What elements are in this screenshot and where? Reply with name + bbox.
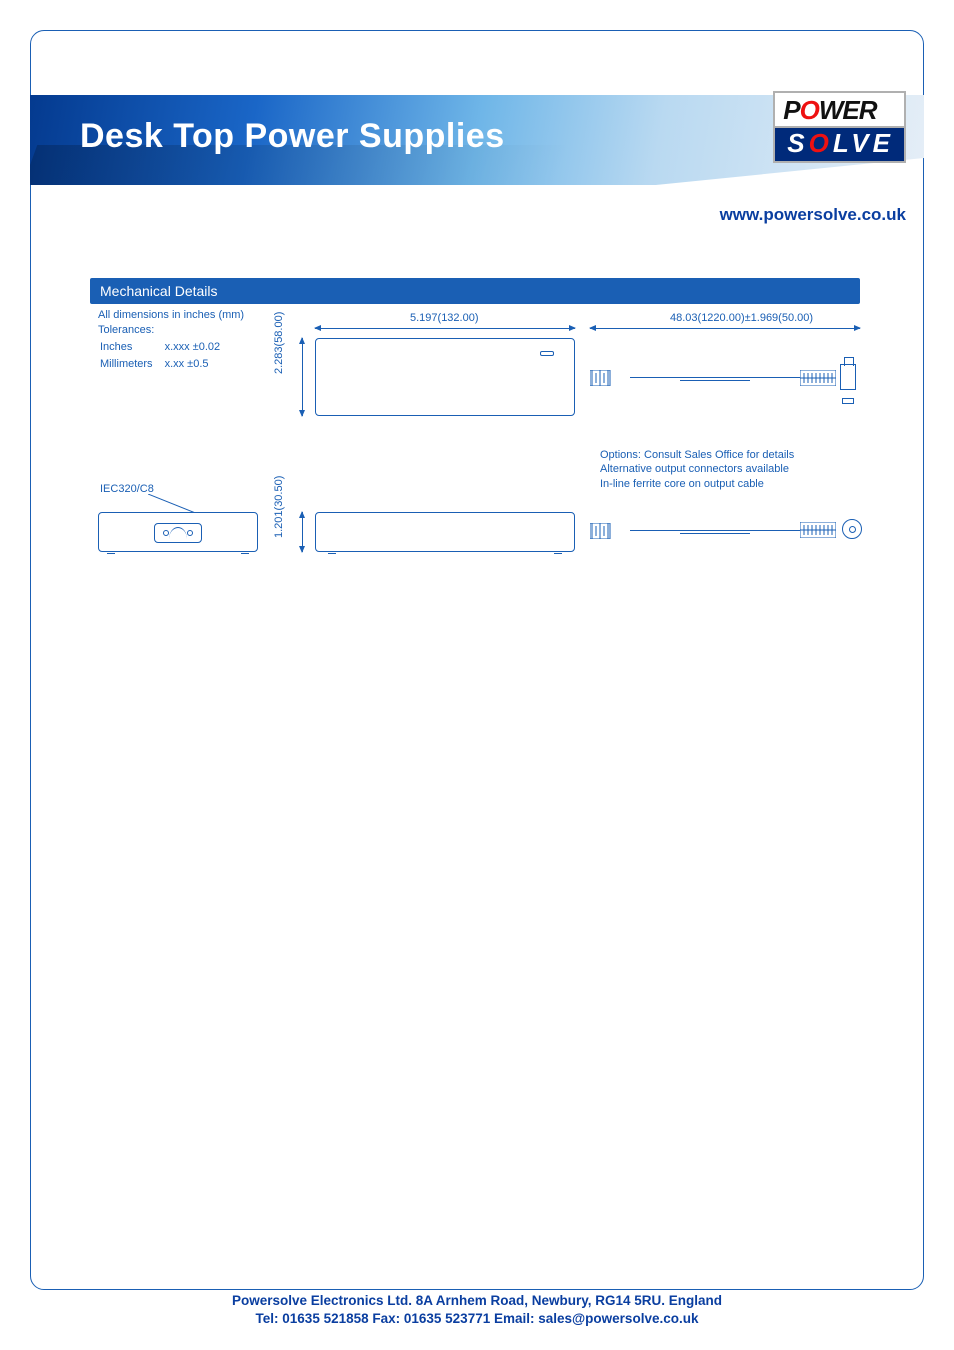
dim-width-label: 2.283(58.00) [273, 312, 285, 374]
footer: Powersolve Electronics Ltd. 8A Arnhem Ro… [0, 1292, 954, 1328]
website-url: www.powersolve.co.uk [720, 205, 906, 225]
tol-inches-val: x.xxx ±0.02 [165, 340, 231, 355]
cable-wire [630, 530, 800, 531]
ferrite-core-icon [800, 522, 836, 538]
options-line: Options: Consult Sales Office for detail… [600, 448, 794, 462]
tolerances-label: Tolerances: [98, 323, 244, 338]
dim-cable-arrow [590, 328, 860, 329]
logo-solve-row: SOLVE [773, 128, 906, 163]
logo-power-row: POWER [773, 91, 906, 128]
tolerances-block: All dimensions in inches (mm) Tolerances… [98, 308, 244, 373]
din-connector-icon [840, 364, 856, 390]
ferrite-core-icon [800, 370, 836, 386]
footer-address: Powersolve Electronics Ltd. 8A Arnhem Ro… [0, 1292, 954, 1310]
iec-arc-icon [169, 527, 187, 539]
logo-letters: LVE [833, 128, 894, 158]
mechanical-details-section: Mechanical Details All dimensions in inc… [90, 278, 870, 304]
dim-length-label: 5.197(132.00) [410, 312, 479, 324]
logo-letter: S [787, 128, 808, 158]
cable-wire [630, 377, 800, 378]
iec-pin-hole-icon [163, 530, 169, 536]
foot-icon [107, 551, 115, 554]
tolerances-heading: All dimensions in inches (mm) [98, 308, 244, 323]
dim-height-label: 1.201(30.50) [273, 476, 285, 538]
tol-mm-label: Millimeters [100, 357, 163, 372]
tolerances-table: Inches x.xxx ±0.02 Millimeters x.xx ±0.5 [98, 338, 232, 374]
header-banner: Desk Top Power Supplies POWER SOLVE [30, 95, 924, 185]
options-line: In-line ferrite core on output cable [600, 477, 794, 491]
tol-mm-val: x.xx ±0.5 [165, 357, 231, 372]
iec-socket-icon [154, 523, 202, 543]
ferrite-core-icon [590, 370, 630, 386]
barrel-connector-icon [842, 519, 862, 539]
foot-icon [554, 551, 562, 554]
psu-side-view [315, 512, 575, 552]
tol-inches-label: Inches [100, 340, 163, 355]
footer-contact: Tel: 01635 521858 Fax: 01635 523771 Emai… [0, 1310, 954, 1328]
foot-icon [328, 551, 336, 554]
iec-label: IEC320/C8 [100, 483, 154, 495]
iec-pin-hole-icon [187, 530, 193, 536]
foot-icon [241, 551, 249, 554]
psu-slot-icon [540, 351, 554, 356]
logo: POWER SOLVE [773, 91, 906, 163]
logo-letter-red: O [809, 128, 833, 158]
options-note: Options: Consult Sales Office for detail… [600, 448, 794, 491]
dim-cable-label: 48.03(1220.00)±1.969(50.00) [670, 312, 813, 324]
ferrite-core-icon [590, 523, 630, 539]
section-heading: Mechanical Details [90, 278, 860, 304]
logo-letter: P [783, 95, 799, 125]
logo-letter-red: O [800, 95, 819, 125]
psu-top-view [315, 338, 575, 416]
dim-length-arrow [315, 328, 575, 329]
dim-width-arrow [302, 338, 303, 416]
options-line: Alternative output connectors available [600, 462, 794, 476]
dim-height-arrow [302, 512, 303, 552]
iec-inlet-view [98, 512, 258, 552]
page-title: Desk Top Power Supplies [80, 117, 505, 156]
logo-letters: WER [819, 95, 877, 125]
din-connector-foot-icon [842, 398, 854, 404]
